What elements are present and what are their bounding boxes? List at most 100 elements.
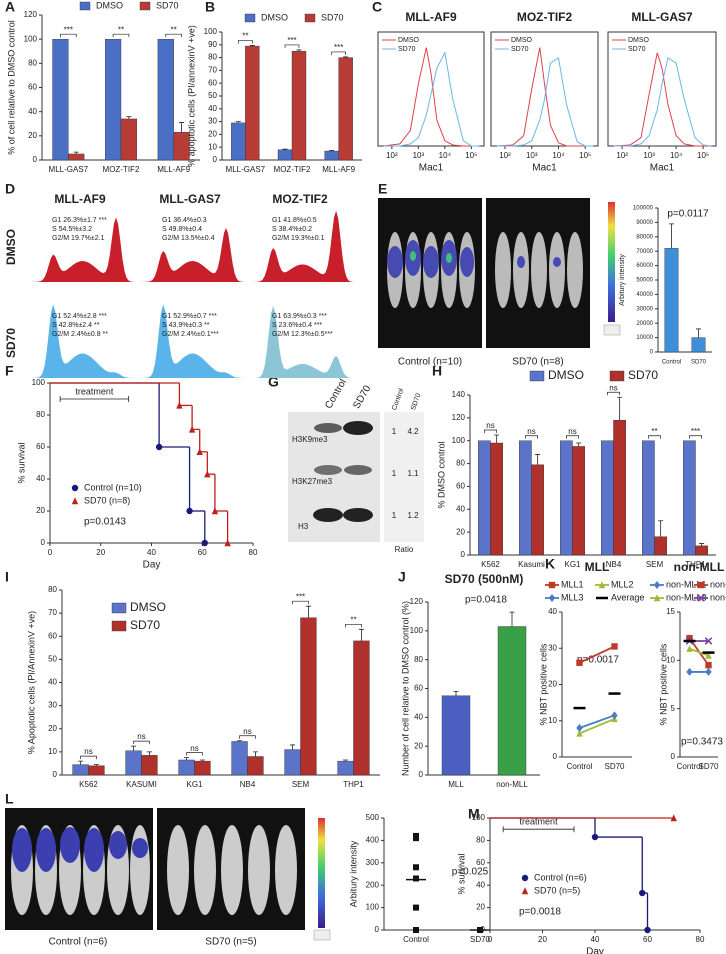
y-tick-label: 0 [481,925,486,934]
x-tick-label: 10⁴ [670,151,683,160]
x-tick-label: MOZ-TIF2 [103,165,140,174]
marker [611,711,618,720]
cell-cycle-profile [250,210,355,282]
y-tick-label: 0 [41,538,46,547]
cell-cycle-stat: G1 36.4%±0.3 [162,217,207,224]
x-tick-label: MLL-GAS7 [226,165,266,174]
legend-label: non-MLL2 [710,579,726,589]
y-tick-label: 50000 [636,278,653,284]
y-tick-label: 50 [48,654,57,663]
error-bar [658,520,664,537]
error-bar [282,148,288,150]
y-tick-label: 500 [366,813,380,822]
x-tick-label: SEM [292,780,310,789]
y-tick-label: 20 [48,724,57,733]
y-tick-label: 120 [24,10,38,19]
y-tick-label: 0 [419,770,424,779]
y-tick-label: 10000 [636,335,653,341]
legend-label: SD70 [130,618,160,632]
bar [572,446,586,556]
y-tick-label: 60 [414,684,423,693]
panel-label: M [468,806,480,822]
error-bar [453,690,459,696]
marker [704,637,713,645]
y-tick-label: 0 [375,925,380,934]
cell-cycle-stat: G2/M 2.4%±0.1*** [162,331,219,338]
chart-title: MOZ-TIF2 [517,10,573,24]
point [413,835,419,842]
panel-label: G [268,374,279,390]
x-tick-label: 0 [48,548,53,557]
error-bar [494,434,500,443]
bar [72,764,89,776]
ratio-value: 1.2 [407,511,419,520]
y-tick-label: 40 [48,678,57,687]
x-tick-label: NB4 [240,780,256,789]
cell-cycle-profile [140,304,245,378]
significance-label: *** [691,427,700,436]
ratio-value: 4.2 [407,427,419,436]
marker [705,661,712,669]
marker [644,926,651,934]
legend-label: SD70 [398,46,416,53]
error-bar [252,751,258,757]
error-bar [93,764,99,766]
y-tick-label: 10 [208,142,217,151]
significance-label: *** [296,592,305,601]
y-tick-label: 0 [671,752,676,761]
y-tick-label: 20 [208,130,217,139]
y-tick-label: 20000 [636,321,653,327]
error-bar [249,45,255,47]
legend-label: DMSO [548,368,584,382]
legend-label: MLL3 [561,592,584,602]
x-tick-label: 10² [499,151,511,160]
bar [519,440,532,556]
panel-label: A [5,0,15,15]
error-bar [146,751,152,756]
marker [155,443,163,451]
panel-label: C [372,0,382,15]
bar [120,118,138,161]
x-tick-label: 10³ [413,151,425,160]
error-bar [126,116,132,119]
y-tick-label: 20 [36,506,45,515]
y-tick-label: 300 [366,858,380,867]
error-bar [305,605,311,618]
bar [338,57,353,161]
cell-cycle-stat: S 38.4%±0.2 [272,226,312,233]
marker [611,643,618,650]
y-tick-label: 60 [456,482,465,491]
x-tick-label: 20 [96,548,105,557]
y-axis-label: % survival [456,853,466,894]
bar [695,545,709,556]
x-tick-label: 10⁵ [579,151,591,160]
marker [176,401,183,409]
marker [686,645,693,652]
series-line [613,57,712,147]
y-tick-label: 80 [28,58,37,67]
legend-swatch [244,13,256,23]
legend-label: SD70 [628,46,646,53]
bar [601,440,614,556]
cell-cycle-stat: S 49.8%±0.4 [162,226,202,233]
x-tick-label: Kasumi [518,560,545,569]
series-line [383,51,480,147]
y-tick-label: 70 [208,66,217,75]
y-tick-label: 80 [456,459,465,468]
x-tick-label: 20 [538,935,547,944]
error-bar [78,760,84,765]
panel-label: F [5,363,14,379]
legend-label: Average [611,592,644,602]
group-label: SD70 (n=8) [512,357,563,368]
y-tick-label: 20 [28,131,37,140]
x-tick-label: 40 [591,935,600,944]
legend-label: non-MLL4 [710,592,726,602]
chart-title: MLL [585,560,610,574]
panel-label: E [378,181,387,197]
cell-cycle-profile [30,217,135,282]
significance-bracket [525,435,538,439]
x-tick-label: 80 [696,935,705,944]
lane-label: SD70 [351,383,373,411]
point [413,864,419,871]
y-tick-label: 5 [671,704,676,713]
